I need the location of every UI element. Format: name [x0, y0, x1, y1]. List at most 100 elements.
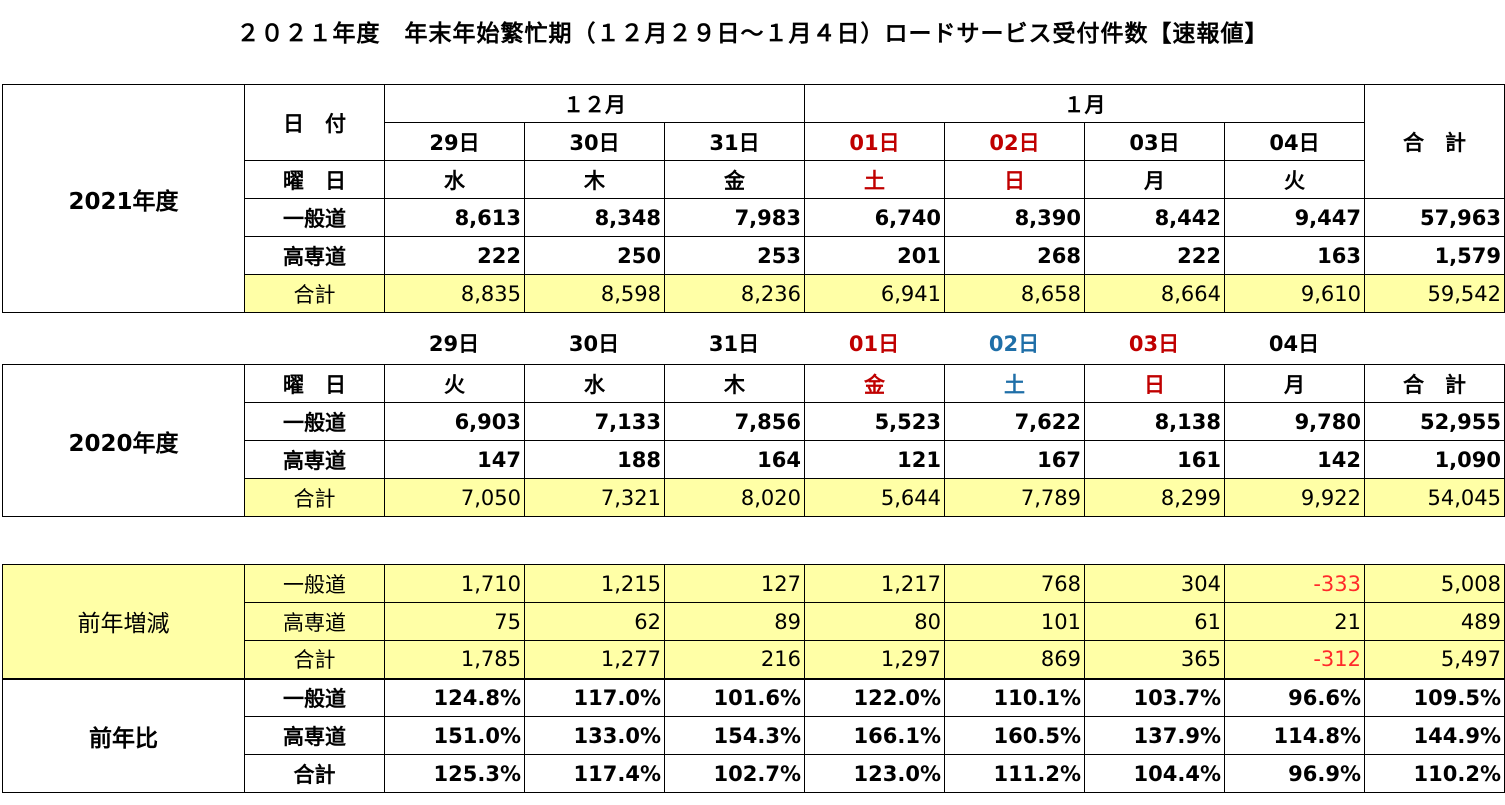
value-cell: 8,613 [384, 198, 525, 237]
total-cell: 59,542 [1364, 274, 1505, 313]
value-cell: 117.0% [524, 677, 665, 717]
value-cell: 8,236 [664, 274, 805, 313]
value-cell: 103.7% [1084, 677, 1225, 717]
value-cell: 8,390 [944, 198, 1085, 237]
value-cell: 365 [1084, 640, 1225, 679]
total-cell: 109.5% [1364, 677, 1505, 717]
month-dec: １２月 [384, 84, 805, 123]
general-label: 一般道 [244, 677, 385, 717]
value-cell: 5,644 [804, 478, 945, 517]
total-label: 合計 [244, 478, 385, 517]
grand-total-header: 合 計 [1364, 364, 1505, 403]
weekday-cell: 火 [1224, 160, 1365, 199]
total-cell: 5,497 [1364, 640, 1505, 679]
value-cell: 101 [944, 602, 1085, 641]
day-cell: 29日 [384, 122, 525, 161]
value-cell: 869 [944, 640, 1085, 679]
value-cell: 768 [944, 564, 1085, 603]
value-cell: 1,277 [524, 640, 665, 679]
value-cell: 104.4% [1084, 754, 1225, 793]
value-cell: 7,133 [524, 402, 665, 441]
value-cell: 61 [1084, 602, 1225, 641]
value-cell: 8,020 [664, 478, 805, 517]
value-cell: 8,348 [524, 198, 665, 237]
weekday-cell: 木 [524, 160, 665, 199]
value-cell: 1,297 [804, 640, 945, 679]
value-cell: -333 [1224, 564, 1365, 603]
value-cell: 8,658 [944, 274, 1085, 313]
total-cell: 489 [1364, 602, 1505, 641]
value-cell: 114.8% [1224, 716, 1365, 755]
total-row: 合計 8,835 8,598 8,236 6,941 8,658 8,664 9… [3, 274, 1505, 313]
value-cell: 164 [664, 440, 805, 479]
value-cell: 1,710 [384, 564, 525, 603]
ratio-total-row: 合計 125.3% 117.4% 102.7% 123.0% 111.2% 10… [3, 754, 1505, 793]
value-cell: 96.6% [1224, 677, 1365, 717]
general-label: 一般道 [244, 402, 385, 441]
value-cell: 222 [1084, 236, 1225, 275]
fy2021-label: 2021年度 [2, 84, 245, 313]
table-comparison: 前年増減 一般道 1,710 1,215 127 1,217 768 304 -… [2, 564, 1505, 793]
total-cell: 54,045 [1364, 478, 1505, 517]
value-cell: 89 [664, 602, 805, 641]
value-cell: 7,856 [664, 402, 805, 441]
value-cell: 250 [524, 236, 665, 275]
value-cell: 137.9% [1084, 716, 1225, 755]
value-cell: 6,740 [804, 198, 945, 237]
value-cell: 7,789 [944, 478, 1085, 517]
weekday-header: 曜 日 [244, 364, 385, 403]
value-cell: 21 [1224, 602, 1365, 641]
value-cell: 163 [1224, 236, 1365, 275]
weekday-cell: 木 [664, 364, 805, 403]
day-cell: 03日 [1084, 122, 1225, 161]
value-cell: 9,610 [1224, 274, 1365, 313]
highway-label: 高専道 [244, 236, 385, 275]
value-cell: 62 [524, 602, 665, 641]
value-cell: 151.0% [384, 716, 525, 755]
value-cell: -312 [1224, 640, 1365, 679]
value-cell: 121 [804, 440, 945, 479]
value-cell: 80 [804, 602, 945, 641]
value-cell: 1,217 [804, 564, 945, 603]
weekday-cell: 月 [1224, 364, 1365, 403]
weekday-cell: 土 [944, 364, 1085, 403]
value-cell: 6,903 [384, 402, 525, 441]
day-cell: 31日 [664, 122, 805, 161]
general-label: 一般道 [244, 198, 385, 237]
value-cell: 188 [524, 440, 665, 479]
value-cell: 9,922 [1224, 478, 1365, 517]
value-cell: 1,215 [524, 564, 665, 603]
value-cell: 166.1% [804, 716, 945, 755]
weekday-cell: 土 [804, 160, 945, 199]
value-cell: 9,780 [1224, 402, 1365, 441]
total-cell: 1,579 [1364, 236, 1505, 275]
date-header: 日 付 [244, 84, 385, 161]
weekday-cell: 日 [1084, 364, 1225, 403]
diff-highway-row: 高専道 75 62 89 80 101 61 21 489 [3, 602, 1505, 641]
total-cell: 57,963 [1364, 198, 1505, 237]
highway-label: 高専道 [244, 602, 385, 641]
value-cell: 8,598 [524, 274, 665, 313]
value-cell: 201 [804, 236, 945, 275]
value-cell: 8,299 [1084, 478, 1225, 517]
value-cell: 8,442 [1084, 198, 1225, 237]
day-cell: 31日 [708, 332, 760, 356]
weekday-row: 2020年度 曜 日 火 水 木 金 土 日 月 合 計 [2, 364, 1505, 517]
ratio-highway-row: 高専道 151.0% 133.0% 154.3% 166.1% 160.5% 1… [3, 716, 1505, 755]
diff-total-row: 合計 1,785 1,277 216 1,297 869 365 -312 5,… [3, 640, 1505, 679]
highway-label: 高専道 [244, 440, 385, 479]
day-cell: 04日 [1268, 332, 1320, 356]
value-cell: 75 [384, 602, 525, 641]
weekday-cell: 水 [524, 364, 665, 403]
total-cell: 1,090 [1364, 440, 1505, 479]
grand-total-header: 合 計 [1364, 84, 1505, 199]
day-cell: 30日 [568, 332, 620, 356]
value-cell: 147 [384, 440, 525, 479]
ratio-general-row: 前年比 一般道 124.8% 117.0% 101.6% 122.0% 110.… [2, 677, 1505, 793]
day-cell: 30日 [524, 122, 665, 161]
value-cell: 222 [384, 236, 525, 275]
total-label: 合計 [244, 640, 385, 679]
value-cell: 160.5% [944, 716, 1085, 755]
value-cell: 7,983 [664, 198, 805, 237]
total-cell: 5,008 [1364, 564, 1505, 603]
